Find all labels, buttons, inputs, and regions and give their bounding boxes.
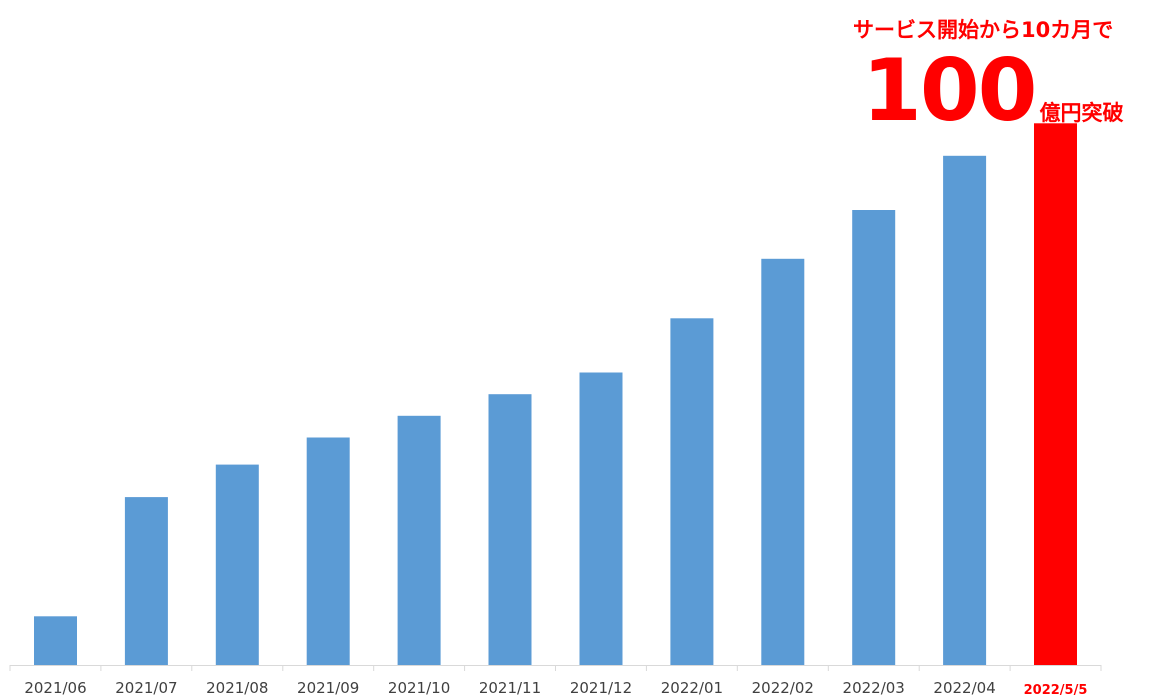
x-axis [9,665,1102,671]
x-tick-label: 2022/04 [933,679,995,697]
bar [306,437,350,665]
bar [124,497,168,665]
bar [943,155,987,666]
x-tick-label: 2022/02 [752,679,814,697]
bar [670,318,714,665]
x-tick-label: 2021/07 [115,679,177,697]
headline-unit: 億円突破 [1039,101,1124,125]
bar [397,415,441,665]
x-tick-label: 2021/06 [24,679,86,697]
x-tick-label: 2022/5/5 [1024,683,1088,697]
bar [761,258,805,666]
x-tick-labels: 2021/06 2021/07 2021/08 2021/09 2021/10 2021/… [24,679,1087,697]
x-tick-label: 2021/09 [297,679,359,697]
x-tick-label: 2021/12 [570,679,632,697]
x-tick-label: 2021/10 [388,679,450,697]
x-tick-label: 2021/11 [479,679,541,697]
x-tick-label: 2022/03 [843,679,905,697]
headline-number: 100 [862,41,1038,141]
chart-subtitle: サービス開始から10カ月で [853,18,1114,42]
x-tick-label: 2022/01 [661,679,723,697]
bar [579,372,623,665]
bar [852,210,896,665]
x-tick-label: 2021/08 [206,679,268,697]
bars-group [34,123,1077,666]
bar [488,394,532,665]
bar [215,464,259,665]
headline-figure: 100 億円突破 [862,48,1124,134]
bar [34,616,77,666]
bar-highlight [1034,123,1077,666]
